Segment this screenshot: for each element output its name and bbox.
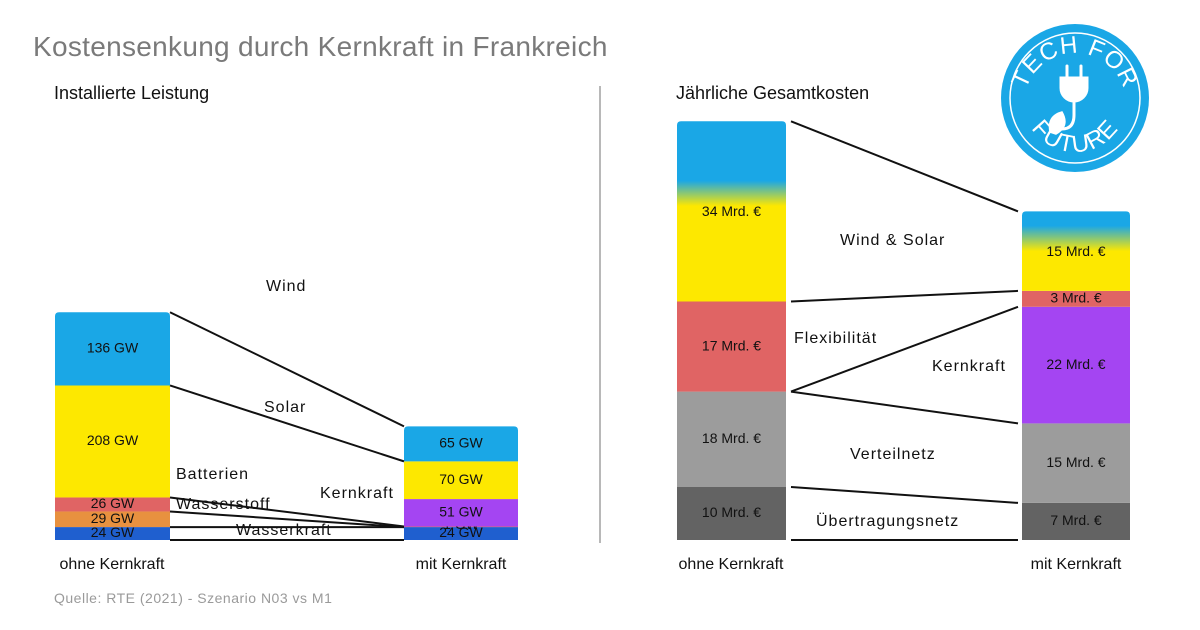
- connector-line: [790, 289, 1019, 303]
- connector-line: [790, 390, 1019, 425]
- bar-uebertragungsnetz-mit: [1022, 502, 1130, 540]
- connector-line: [790, 305, 1019, 393]
- left-category-mit: mit Kernkraft: [416, 556, 507, 573]
- source-note: Quelle: RTE (2021) - Szenario N03 vs M1: [54, 590, 332, 606]
- segment-label-batterien: Batterien: [176, 466, 249, 483]
- bar-batterien-ohne: [55, 497, 170, 512]
- bar-batterien-mit: [404, 526, 518, 528]
- segment-label-uebertragungsnetz: Übertragungsnetz: [816, 512, 959, 530]
- bar-wasserstoff-ohne: [55, 511, 170, 528]
- value-label: 208 GW: [87, 432, 139, 448]
- value-label: 34 Mrd. €: [702, 203, 761, 219]
- value-label: 26 GW: [91, 495, 135, 511]
- value-label: 15 Mrd. €: [1046, 243, 1105, 259]
- bar-flexibilitaet-ohne: [677, 301, 786, 392]
- bar-verteilnetz-mit: [1022, 423, 1130, 503]
- bar-solar-mit: [404, 461, 518, 500]
- bar-wasserkraft-mit: [404, 527, 518, 540]
- bar-kernkraft-mit: [404, 499, 518, 527]
- bar-solar-ohne: [55, 385, 170, 498]
- segment-label-wasserkraft: Wasserkraft: [236, 522, 332, 539]
- connector-line: [169, 510, 405, 529]
- value-label: 15 Mrd. €: [1046, 454, 1105, 470]
- segment-label-wasserstoff: Wasserstoff: [176, 496, 271, 513]
- value-label: 22 Mrd. €: [1046, 356, 1105, 372]
- segment-label-wind-solar: Wind & Solar: [840, 232, 945, 249]
- bar-flexibilitaet-mit: [1022, 290, 1130, 307]
- value-label: 7 Mrd. €: [1050, 512, 1102, 528]
- bar-wasserkraft-ohne: [55, 527, 170, 540]
- segment-label-kernkraft: Kernkraft: [320, 485, 394, 502]
- connector-line: [169, 311, 405, 428]
- segment-label-verteilnetz: Verteilnetz: [850, 446, 936, 463]
- value-label: 3 Mrd. €: [1050, 290, 1102, 306]
- value-label: 10 Mrd. €: [702, 504, 761, 520]
- chart-title: Kostensenkung durch Kernkraft in Frankre…: [33, 31, 608, 62]
- segment-label-kernkraft: Kernkraft: [932, 358, 1006, 375]
- tech-for-future-logo: TECH FOR FUTURE: [1001, 24, 1149, 172]
- right-subtitle: Jährliche Gesamtkosten: [676, 83, 869, 103]
- right-panel: 10 Mrd. € 18 Mrd. € 17 Mrd. € 34 Mrd. € 7 Mr…: [677, 120, 1130, 541]
- connector-line: [169, 384, 405, 463]
- value-label: 136 GW: [87, 340, 139, 356]
- bar-wind-mit: [404, 426, 518, 462]
- value-label: 24 GW: [439, 524, 483, 540]
- value-label: 29 GW: [91, 510, 135, 526]
- bar-kernkraft-mit: [1022, 306, 1130, 424]
- right-category-ohne: ohne Kernkraft: [679, 556, 785, 573]
- segment-label-wind: Wind: [266, 278, 306, 295]
- left-subtitle: Installierte Leistung: [54, 83, 209, 103]
- connector-line: [169, 496, 405, 528]
- bar-uebertragungsnetz-ohne: [677, 487, 786, 540]
- right-category-mit: mit Kernkraft: [1031, 556, 1122, 573]
- value-label: 65 GW: [439, 435, 483, 451]
- connector-line: [790, 486, 1019, 504]
- bar-wind-ohne: [55, 312, 170, 386]
- connector-line: [790, 120, 1019, 213]
- value-label: 18 Mrd. €: [702, 430, 761, 446]
- value-label: 17 Mrd. €: [702, 337, 761, 353]
- left-category-ohne: ohne Kernkraft: [60, 556, 166, 573]
- logo-ring: [1009, 32, 1141, 164]
- value-label: 24 GW: [91, 524, 135, 540]
- value-label: 70 GW: [439, 471, 483, 487]
- bar-wind-solar-mit: [1022, 211, 1130, 291]
- bar-wind-solar-ohne: [677, 121, 786, 302]
- segment-label-flexibilitaet: Flexibilität: [794, 330, 877, 347]
- plug-leaf-icon: [1048, 64, 1089, 135]
- bar-verteilnetz-ohne: [677, 391, 786, 487]
- value-label: 51 GW: [439, 504, 483, 520]
- segment-label-solar: Solar: [264, 399, 306, 416]
